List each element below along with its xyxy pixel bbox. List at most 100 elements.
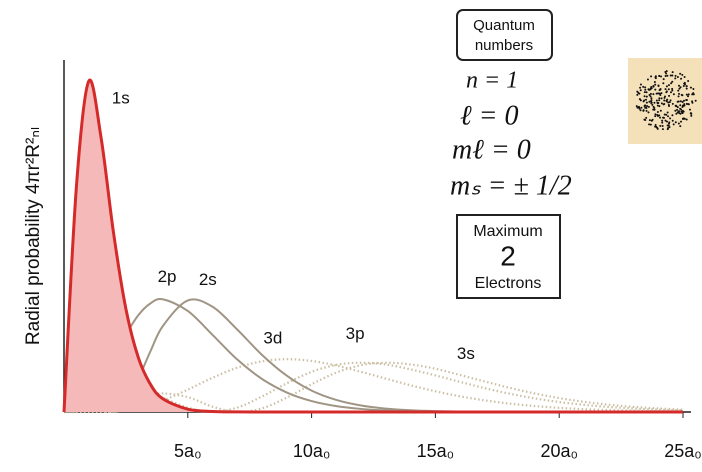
cloud-dot — [646, 78, 649, 81]
cloud-dot — [668, 121, 671, 124]
cloud-dot — [677, 100, 680, 103]
cloud-dot — [665, 120, 668, 123]
cloud-dot — [677, 95, 680, 98]
cloud-dot — [674, 104, 677, 107]
cloud-dot — [687, 95, 690, 98]
cloud-dot — [658, 74, 661, 77]
cloud-dot — [661, 119, 664, 122]
cloud-dot — [661, 125, 664, 128]
cloud-dot — [649, 92, 652, 95]
cloud-dot — [671, 119, 674, 122]
cloud-dot — [666, 128, 669, 131]
cloud-dot — [677, 122, 680, 125]
cloud-dot — [654, 125, 657, 128]
x-tick-label: 15a₀ — [417, 441, 455, 461]
cloud-dot — [667, 84, 670, 87]
cloud-dot — [662, 103, 665, 106]
cloud-dot — [658, 105, 661, 108]
cloud-dot — [666, 74, 669, 77]
max-label: Maximum — [473, 223, 542, 240]
cloud-dot — [679, 125, 682, 128]
max-label: Electrons — [475, 275, 542, 292]
cloud-dot — [658, 97, 661, 100]
cloud-dot — [650, 97, 653, 100]
cloud-dot — [689, 112, 692, 115]
cloud-dot — [648, 123, 651, 126]
max-box — [456, 214, 561, 299]
cloud-dot — [667, 101, 670, 104]
cloud-dot — [644, 86, 647, 89]
series-line — [63, 361, 684, 414]
cloud-dot — [657, 92, 660, 95]
cloud-dot — [637, 105, 640, 108]
cloud-dot — [644, 106, 647, 109]
cloud-dot — [656, 104, 659, 107]
cloud-dot — [640, 106, 643, 109]
cloud-dot — [654, 115, 657, 118]
cloud-dot — [664, 74, 667, 77]
cloud-dot — [685, 87, 688, 90]
cloud-dot — [638, 107, 641, 110]
cloud-dot — [650, 85, 653, 88]
cloud-dot — [656, 102, 659, 105]
cloud-dot — [654, 83, 657, 86]
cloud-dot — [672, 123, 675, 126]
cloud-dot — [649, 123, 652, 126]
series-label: 3d — [263, 329, 282, 348]
cloud-dot — [645, 109, 648, 112]
cloud-dot — [661, 128, 664, 131]
cloud-dot — [639, 83, 642, 86]
cloud-dot — [671, 89, 674, 92]
cloud-dot — [662, 116, 665, 119]
cloud-dot — [643, 95, 646, 98]
cloud-dot — [671, 114, 674, 117]
cloud-dot — [666, 124, 669, 127]
x-tick-label: 10a₀ — [293, 441, 331, 461]
cloud-dot — [688, 108, 691, 111]
cloud-dot — [691, 93, 694, 96]
cloud-dot — [666, 111, 669, 114]
cloud-dot — [675, 112, 678, 115]
series-label: 1s — [112, 89, 130, 108]
cloud-dot — [658, 99, 661, 102]
cloud-dot — [660, 102, 663, 105]
cloud-dot — [654, 124, 657, 127]
cloud-dot — [646, 105, 649, 108]
cloud-dot — [669, 74, 672, 77]
cloud-dot — [679, 104, 682, 107]
cloud-dot — [671, 80, 674, 83]
series-label: 3s — [457, 344, 475, 363]
series-label: 2p — [158, 267, 177, 286]
cloud-dot — [645, 116, 648, 119]
cloud-dot — [664, 88, 667, 91]
cloud-dot — [676, 76, 679, 79]
cloud-dot — [636, 93, 639, 96]
cloud-dot — [690, 114, 693, 117]
cloud-dot — [647, 105, 650, 108]
cloud-dot — [659, 116, 662, 119]
cloud-dot — [668, 101, 671, 104]
cloud-dot — [680, 120, 683, 123]
cloud-dot — [652, 93, 655, 96]
cloud-dot — [653, 108, 656, 111]
cloud-dot — [671, 74, 674, 77]
cloud-dot — [679, 72, 682, 75]
cloud-dot — [687, 103, 690, 106]
cloud-dot — [672, 93, 675, 96]
cloud-dot — [682, 110, 685, 113]
cloud-dot — [692, 87, 695, 90]
cloud-dot — [645, 95, 648, 98]
cloud-dot — [655, 99, 658, 102]
cloud-dot — [680, 77, 683, 80]
cloud-dot — [685, 93, 688, 96]
cloud-dot — [667, 88, 670, 91]
cloud-dot — [658, 114, 661, 117]
cloud-dot — [681, 104, 684, 107]
cloud-dot — [652, 84, 655, 87]
max-value: 2 — [500, 240, 516, 271]
electron-cloud — [628, 58, 702, 144]
cloud-dot — [664, 71, 667, 74]
quantum-number: n = 1 — [466, 68, 518, 94]
cloud-dot — [659, 124, 662, 127]
